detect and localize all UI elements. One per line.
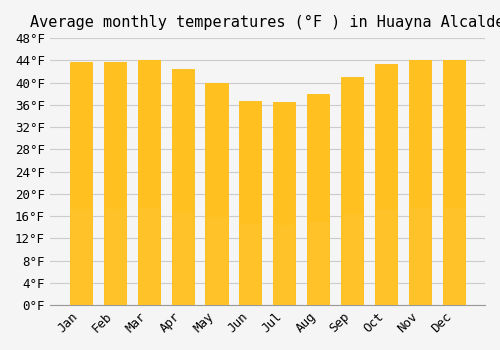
Bar bbox=[274, 102, 295, 305]
Bar bbox=[206, 83, 228, 305]
Bar bbox=[308, 94, 330, 305]
Bar bbox=[240, 223, 262, 305]
Bar bbox=[375, 64, 398, 305]
Bar bbox=[206, 83, 228, 305]
Bar bbox=[342, 77, 363, 305]
Bar bbox=[138, 60, 160, 305]
Bar bbox=[342, 77, 363, 305]
Bar bbox=[70, 62, 92, 305]
Bar bbox=[138, 60, 160, 305]
Bar bbox=[70, 62, 92, 305]
Bar bbox=[375, 209, 398, 305]
Bar bbox=[409, 207, 432, 305]
Bar bbox=[308, 220, 330, 305]
Bar bbox=[443, 60, 465, 305]
Bar bbox=[274, 102, 295, 305]
Bar bbox=[375, 64, 398, 305]
Bar bbox=[172, 69, 194, 305]
Bar bbox=[240, 101, 262, 305]
Bar bbox=[443, 60, 465, 305]
Bar bbox=[308, 94, 330, 305]
Bar bbox=[138, 207, 160, 305]
Bar bbox=[104, 208, 126, 305]
Bar bbox=[240, 101, 262, 305]
Bar bbox=[342, 214, 363, 305]
Bar bbox=[443, 207, 465, 305]
Bar bbox=[409, 60, 432, 305]
Bar bbox=[70, 208, 92, 305]
Bar bbox=[104, 62, 126, 305]
Bar bbox=[206, 216, 228, 305]
Bar bbox=[172, 69, 194, 305]
Bar bbox=[409, 60, 432, 305]
Title: Average monthly temperatures (°F ) in Huayna Alcalde: Average monthly temperatures (°F ) in Hu… bbox=[30, 15, 500, 30]
Bar bbox=[172, 211, 194, 305]
Bar bbox=[274, 224, 295, 305]
Bar bbox=[104, 62, 126, 305]
